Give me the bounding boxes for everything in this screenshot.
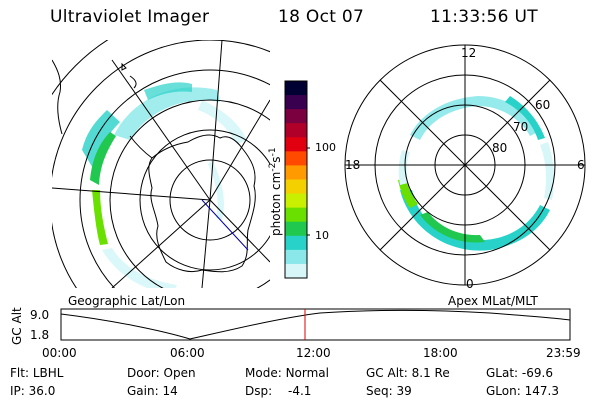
status-glat-label: GLat: (486, 366, 519, 380)
header-date: 18 Oct 07 (278, 7, 365, 27)
status-mode-label: Mode: (245, 366, 282, 380)
altitude-xtick-2359: 23:59 (546, 346, 581, 360)
status-mode: Mode: Normal (245, 366, 329, 380)
status-gain: Gain: 14 (127, 384, 178, 398)
status-seq-label: Seq: (366, 384, 393, 398)
altitude-plot (60, 308, 571, 341)
unit-exp-cm: -2 (268, 162, 278, 172)
colorbar-band (285, 235, 307, 251)
unit-s: s (269, 156, 283, 163)
polar-mlt-plot (344, 44, 586, 286)
status-flt: Flt: LBHL (10, 366, 63, 380)
mlat-label-80: 80 (492, 141, 508, 155)
status-gcalt-label: GC Alt: (366, 366, 408, 380)
altitude-xtick-1800: 18:00 (423, 346, 458, 360)
status-seq: Seq: 39 (366, 384, 412, 398)
status-glon: GLon: 147.3 (486, 384, 559, 398)
colorbar-band (285, 151, 307, 166)
altitude-xtick-1200: 12:00 (296, 346, 331, 360)
mlt-label-0: 0 (466, 277, 474, 291)
status-door: Door: Open (127, 366, 196, 380)
colorbar-tick-10: 10 (315, 229, 329, 242)
status-dsp-value: -4.1 (287, 384, 312, 398)
mlat-label-60: 60 (535, 98, 551, 112)
colorbar-tick-100: 100 (315, 141, 336, 154)
mlt-label-18: 18 (345, 158, 361, 172)
altitude-xtick-0000: 00:00 (42, 346, 77, 360)
mlt-label-6: 6 (577, 158, 585, 172)
colorbar-band (285, 207, 307, 223)
status-mode-value: Normal (285, 366, 329, 380)
status-glon-label: GLon: (486, 384, 521, 398)
status-flt-label: Flt: (10, 366, 29, 380)
unit-exp-s: -1 (268, 147, 278, 157)
mlat-label-70: 70 (513, 120, 529, 134)
colorbar-band (285, 95, 307, 110)
altitude-ytick-min: 1.8 (30, 328, 50, 342)
colorbar-band (285, 263, 307, 279)
mlt-label-12: 12 (461, 46, 477, 60)
status-gcalt-value: 8.1 Re (411, 366, 450, 380)
status-dsp: Dsp: -4.1 (245, 384, 311, 398)
status-dsp-label: Dsp: (245, 384, 273, 398)
colorbar-band (285, 193, 307, 209)
status-door-value: Open (163, 366, 196, 380)
altitude-ylabel: GC Alt (10, 307, 24, 345)
status-gcalt: GC Alt: 8.1 Re (366, 366, 450, 380)
header-time: 11:33:56 UT (430, 7, 538, 27)
colorbar-band (285, 249, 307, 265)
status-gain-value: 14 (162, 384, 178, 398)
status-glat: GLat: -69.6 (486, 366, 553, 380)
unit-photon: photon cm (269, 171, 283, 236)
geographic-map (52, 40, 270, 288)
colorbar-band (285, 109, 307, 124)
status-ip: IP: 36.0 (10, 384, 55, 398)
colorbar-band (285, 81, 307, 96)
colorbar-band (285, 179, 307, 195)
colorbar (284, 80, 310, 279)
colorbar-band (285, 137, 307, 152)
colorbar-band (285, 123, 307, 138)
colorbar-band (285, 221, 307, 237)
status-glat-value: -69.6 (521, 366, 553, 380)
instrument-title: Ultraviolet Imager (50, 7, 210, 27)
status-flt-value: LBHL (32, 366, 64, 380)
status-seq-value: 39 (396, 384, 412, 398)
apex-panel-label: Apex MLat/MLT (448, 294, 538, 308)
altitude-ytick-max: 9.0 (30, 308, 50, 322)
status-glon-value: 147.3 (524, 384, 559, 398)
status-ip-label: IP: (10, 384, 25, 398)
colorbar-band (285, 165, 307, 180)
status-ip-value: 36.0 (28, 384, 56, 398)
geographic-panel-label: Geographic Lat/Lon (68, 294, 186, 308)
status-gain-label: Gain: (127, 384, 159, 398)
status-door-label: Door: (127, 366, 160, 380)
altitude-xtick-0600: 06:00 (170, 346, 205, 360)
colorbar-unit-label: photon cm-2s-1 (268, 147, 283, 236)
